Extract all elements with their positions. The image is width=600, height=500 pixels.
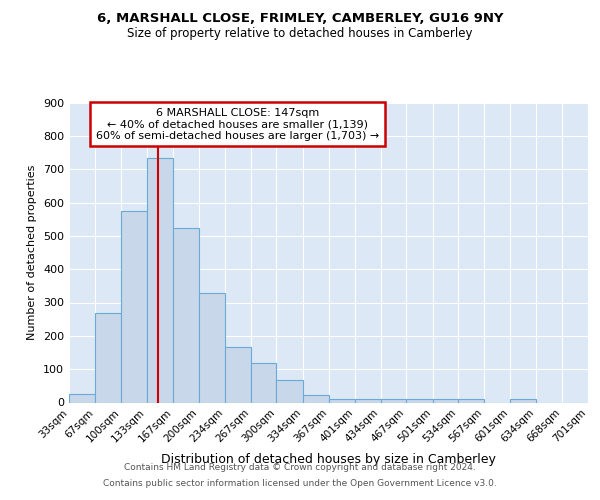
Y-axis label: Number of detached properties: Number of detached properties [28,165,37,340]
Bar [458,399,484,402]
Text: 6 MARSHALL CLOSE: 147sqm
← 40% of detached houses are smaller (1,139)
60% of sem: 6 MARSHALL CLOSE: 147sqm ← 40% of detach… [96,108,379,141]
Text: Contains HM Land Registry data © Crown copyright and database right 2024.: Contains HM Land Registry data © Crown c… [124,464,476,472]
Text: Size of property relative to detached houses in Camberley: Size of property relative to detached ho… [127,28,473,40]
Bar [199,292,225,403]
Bar [121,211,146,402]
Bar [511,399,536,402]
Text: 6, MARSHALL CLOSE, FRIMLEY, CAMBERLEY, GU16 9NY: 6, MARSHALL CLOSE, FRIMLEY, CAMBERLEY, G… [97,12,503,26]
Bar [355,398,380,402]
Bar [380,398,406,402]
Bar [433,399,458,402]
Bar [329,398,355,402]
Bar [303,395,329,402]
Bar [406,399,433,402]
Bar [69,394,95,402]
Bar [225,346,251,403]
Bar [251,363,277,403]
Bar [146,158,173,402]
Bar [277,380,303,402]
Text: Contains public sector information licensed under the Open Government Licence v3: Contains public sector information licen… [103,478,497,488]
X-axis label: Distribution of detached houses by size in Camberley: Distribution of detached houses by size … [161,452,496,466]
Bar [95,312,121,402]
Bar [173,228,199,402]
